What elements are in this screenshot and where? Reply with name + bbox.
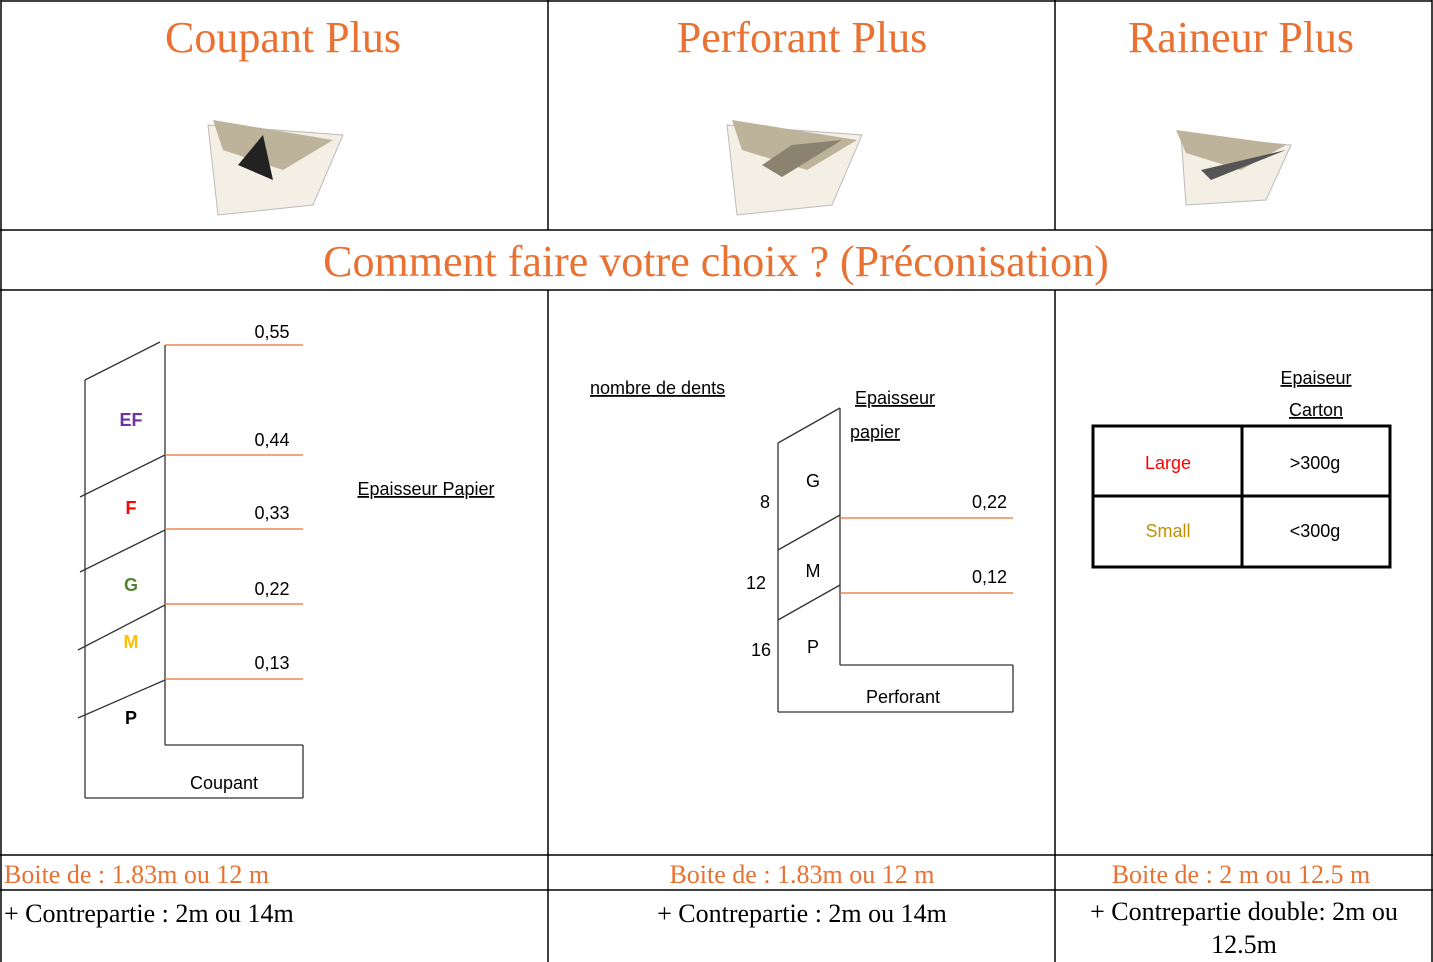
header: Raineur Plus bbox=[1128, 13, 1354, 62]
perforant-diagram bbox=[778, 408, 1013, 712]
grade-label: EF bbox=[119, 410, 142, 430]
counterpart: + Contrepartie : 2m ou 14m bbox=[657, 899, 947, 928]
table-cell: Large bbox=[1145, 453, 1191, 473]
document: Coupant Plus Perforant Plus Raineur Plus… bbox=[0, 0, 1433, 962]
base-label: Perforant bbox=[866, 687, 940, 707]
grade-label: G bbox=[806, 471, 820, 491]
teeth-label: 8 bbox=[760, 492, 770, 512]
thickness-title: Epaisseur bbox=[855, 388, 935, 408]
counterpart: + Contrepartie : 2m ou 14m bbox=[4, 899, 294, 928]
page: Coupant Plus Perforant Plus Raineur Plus… bbox=[0, 0, 1433, 962]
grade-label: M bbox=[124, 632, 139, 652]
grade-label: P bbox=[807, 637, 819, 657]
thickness-label: 0,22 bbox=[972, 492, 1007, 512]
thickness-title: papier bbox=[850, 422, 900, 442]
table-cell: <300g bbox=[1290, 521, 1341, 541]
tool-icon bbox=[727, 120, 862, 215]
counterpart: + Contrepartie double: 2m ou 12.5m bbox=[1055, 895, 1433, 961]
grade-label: F bbox=[126, 498, 137, 518]
box-length: Boite de : 1.83m ou 12 m bbox=[4, 860, 269, 889]
table-cell: >300g bbox=[1290, 453, 1341, 473]
thickness-label: 0,12 bbox=[972, 567, 1007, 587]
teeth-title: nombre de dents bbox=[590, 378, 725, 398]
table-title: Epaiseur bbox=[1280, 368, 1351, 388]
section-title: Comment faire votre choix ? (Préconisati… bbox=[323, 237, 1109, 286]
thickness-label: 0,33 bbox=[254, 503, 289, 523]
table-title: Carton bbox=[1289, 400, 1343, 420]
teeth-label: 12 bbox=[746, 573, 766, 593]
table-cell: Small bbox=[1145, 521, 1190, 541]
thickness-label: 0,44 bbox=[254, 430, 289, 450]
tool-icon bbox=[1176, 130, 1291, 205]
thickness-label: 0,55 bbox=[254, 322, 289, 342]
tool-icon bbox=[208, 120, 343, 215]
thickness-label: 0,22 bbox=[254, 579, 289, 599]
header: Perforant Plus bbox=[677, 13, 928, 62]
base-label: Coupant bbox=[190, 773, 258, 793]
raineur-table bbox=[1093, 426, 1390, 567]
box-length: Boite de : 1.83m ou 12 m bbox=[669, 860, 934, 889]
grade-label: M bbox=[806, 561, 821, 581]
thickness-label: 0,13 bbox=[254, 653, 289, 673]
header: Coupant Plus bbox=[165, 13, 401, 62]
coupant-diagram bbox=[78, 342, 303, 798]
box-length: Boite de : 2 m ou 12.5 m bbox=[1112, 860, 1371, 889]
grade-label: G bbox=[124, 575, 138, 595]
teeth-label: 16 bbox=[751, 640, 771, 660]
grade-label: P bbox=[125, 708, 137, 728]
axis-label: Epaisseur Papier bbox=[357, 479, 494, 499]
